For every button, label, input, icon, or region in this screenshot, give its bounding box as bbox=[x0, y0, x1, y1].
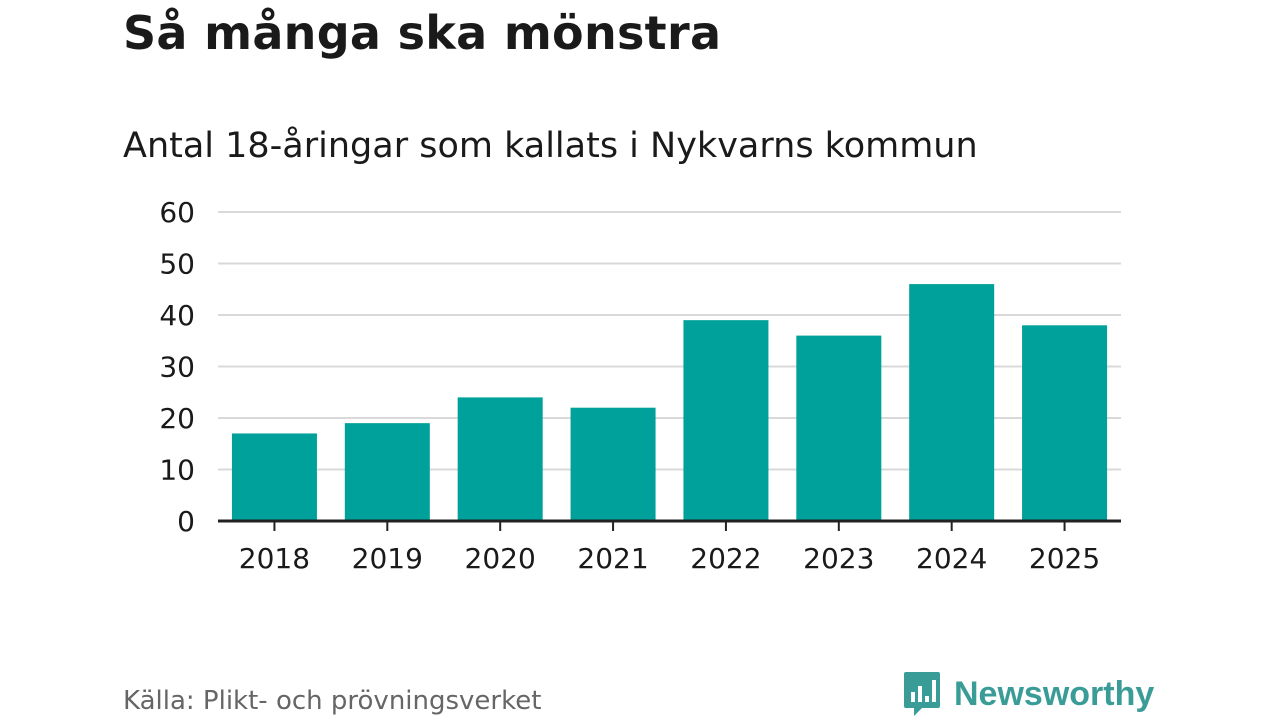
x-tick-label: 2018 bbox=[239, 542, 310, 575]
x-tick-label: 2024 bbox=[916, 542, 987, 575]
bar bbox=[683, 320, 769, 521]
x-tick-label: 2021 bbox=[577, 542, 648, 575]
bar bbox=[231, 433, 317, 521]
chart-title: Så många ska mönstra bbox=[123, 6, 722, 60]
x-tick-label: 2020 bbox=[465, 542, 536, 575]
chart-speech-bubble-icon bbox=[904, 672, 940, 716]
y-tick-label: 60 bbox=[159, 196, 195, 229]
bar bbox=[570, 407, 656, 521]
y-tick-label: 50 bbox=[159, 248, 195, 281]
bar bbox=[796, 335, 882, 521]
x-tick-label: 2025 bbox=[1029, 542, 1100, 575]
x-tick-label: 2023 bbox=[803, 542, 874, 575]
bar bbox=[344, 423, 430, 521]
y-tick-label: 20 bbox=[159, 402, 195, 435]
x-tick-label: 2022 bbox=[690, 542, 761, 575]
chart-subtitle: Antal 18-åringar som kallats i Nykvarns … bbox=[123, 126, 978, 166]
x-tick-label: 2019 bbox=[352, 542, 423, 575]
bar bbox=[909, 284, 995, 521]
y-tick-label: 30 bbox=[159, 351, 195, 384]
bar bbox=[457, 397, 543, 521]
brand-logo: Newsworthy bbox=[902, 670, 1154, 718]
bar bbox=[1022, 325, 1108, 521]
y-tick-label: 0 bbox=[177, 505, 195, 538]
source-note: Källa: Plikt- och prövningsverket bbox=[123, 686, 542, 716]
brand-name: Newsworthy bbox=[954, 674, 1155, 713]
y-tick-label: 10 bbox=[159, 454, 195, 487]
y-tick-label: 40 bbox=[159, 299, 195, 332]
bar-chart: 0 10 20 30 40 50 60 2018 2019 2020 2021 2022 2023 202… bbox=[159, 196, 1121, 575]
